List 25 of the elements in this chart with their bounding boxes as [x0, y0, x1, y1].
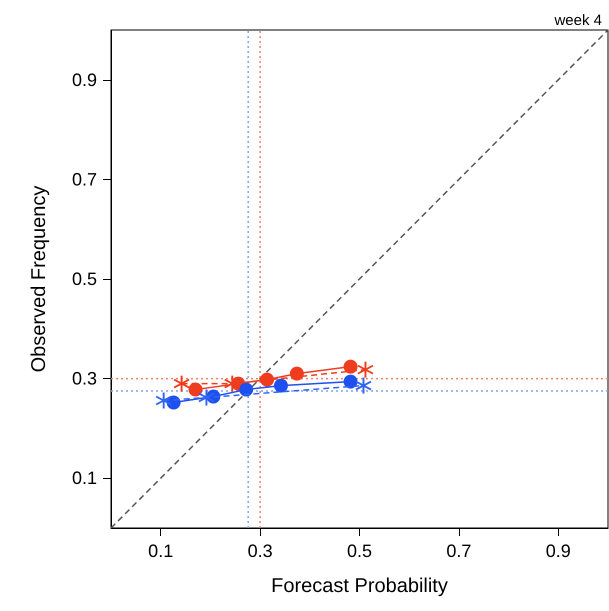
y-tick-label: 0.5	[72, 269, 97, 289]
x-axis-title: Forecast Probability	[271, 575, 448, 597]
x-tick-label: 0.9	[546, 541, 571, 561]
point	[274, 378, 288, 393]
point	[357, 362, 374, 378]
point	[344, 374, 358, 389]
x-tick-label: 0.1	[148, 541, 174, 561]
chart-title: week 4	[553, 12, 602, 29]
x-tick-label: 0.7	[446, 541, 472, 561]
x-tick-label: 0.5	[346, 541, 372, 561]
y-axis-title: Observed Frequency	[28, 186, 50, 372]
point	[344, 360, 358, 374]
point	[174, 376, 190, 392]
y-tick-label: 0.1	[72, 468, 97, 488]
point	[355, 378, 372, 394]
point	[290, 366, 304, 381]
y-tick-label: 0.9	[72, 70, 97, 90]
y-tick-label: 0.3	[72, 368, 97, 389]
point	[198, 390, 214, 406]
point	[156, 392, 172, 409]
point	[188, 382, 202, 397]
point	[239, 382, 254, 397]
x-tick-label: 0.3	[248, 541, 273, 561]
y-tick-label: 0.7	[72, 169, 97, 190]
point	[260, 372, 274, 387]
